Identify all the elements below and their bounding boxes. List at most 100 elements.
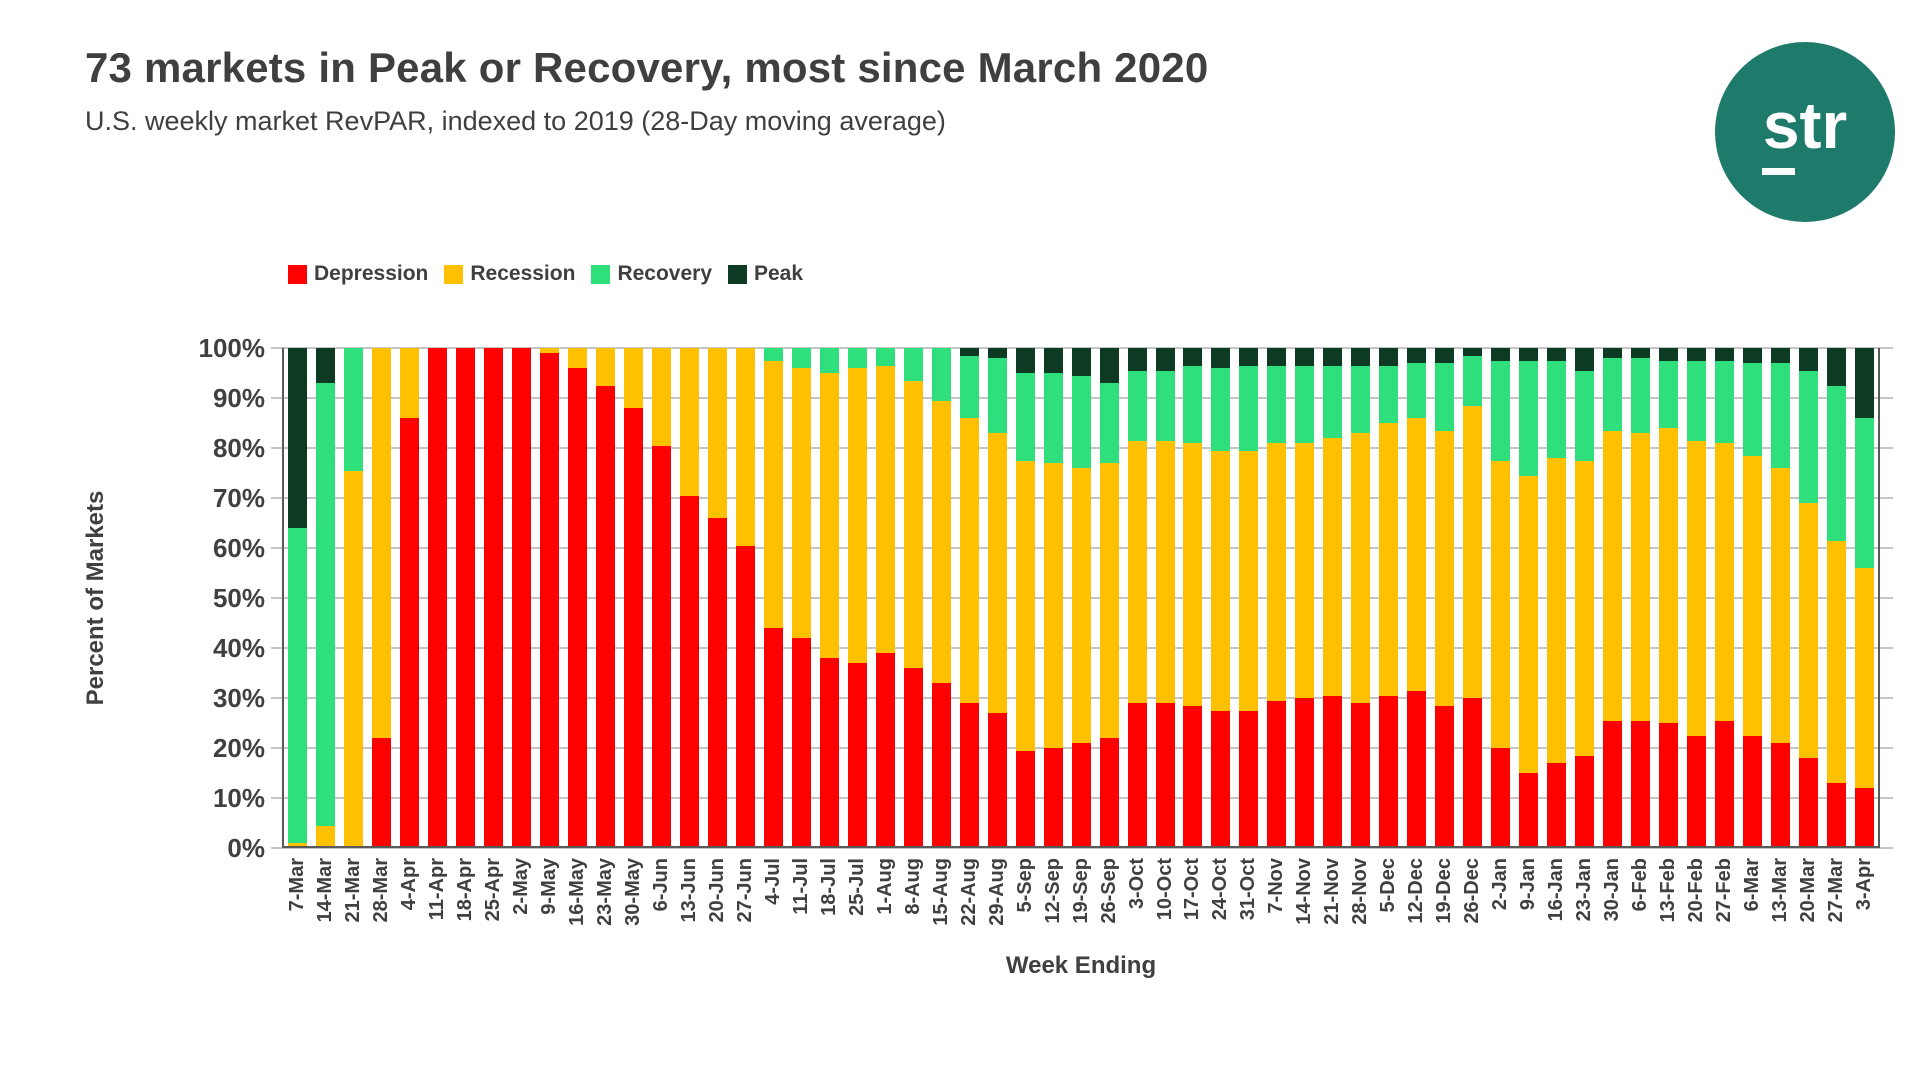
bar-segment-recovery <box>987 358 1007 433</box>
x-label-cell: 4-Jul <box>759 858 787 978</box>
x-tick-label: 9-May <box>538 858 561 915</box>
bar-segment-depression <box>540 353 560 848</box>
x-tick-label: 17-Oct <box>1181 858 1204 921</box>
bar-cell <box>564 348 592 848</box>
bar-segment-recovery <box>1686 360 1706 441</box>
stacked-bar-25-Apr <box>484 348 504 848</box>
bar-segment-recovery <box>959 355 979 418</box>
stacked-bar-20-Jun <box>708 348 728 848</box>
y-tick-label-10: 10% <box>212 783 265 813</box>
stacked-bar-7-Mar <box>288 348 308 848</box>
bar-segment-recovery <box>1519 360 1539 476</box>
bar-segment-recession <box>372 348 392 738</box>
x-tick-label: 25-Apr <box>482 858 505 922</box>
stacked-bar-17-Oct <box>1183 348 1203 848</box>
bar-segment-peak <box>1267 348 1287 366</box>
bar-segment-peak <box>1295 348 1315 366</box>
bar-segment-recession <box>1575 460 1595 756</box>
x-label-cell: 16-Jan <box>1543 858 1571 978</box>
bar-segment-depression <box>959 703 979 848</box>
bar-cell <box>1403 348 1431 848</box>
x-tick-label: 1-Aug <box>873 858 896 915</box>
bar-segment-recovery <box>819 348 839 373</box>
str-logo-text: str <box>1762 88 1848 162</box>
y-tick-label-100: 100% <box>198 333 266 363</box>
x-tick-label: 23-May <box>594 858 617 926</box>
bar-cell <box>312 348 340 848</box>
x-tick-label: 20-Mar <box>1796 858 1819 923</box>
stacked-bar-12-Sep <box>1043 348 1063 848</box>
bar-segment-recovery <box>1547 360 1567 458</box>
x-tick-label: 20-Feb <box>1684 858 1707 923</box>
bar-segment-depression <box>400 418 420 848</box>
x-tick-label: 3-Oct <box>1125 858 1148 910</box>
bar-cell <box>1375 348 1403 848</box>
bar-segment-depression <box>791 638 811 848</box>
x-label-cell: 30-May <box>620 858 648 978</box>
bar-cell <box>340 348 368 848</box>
bar-segment-depression <box>1770 743 1790 848</box>
bar-segment-recession <box>596 348 616 386</box>
stacked-bar-27-Jun <box>735 348 755 848</box>
x-tick-label: 5-Dec <box>1377 858 1400 913</box>
bar-segment-recession <box>1071 468 1091 743</box>
x-label-cell: 25-Apr <box>480 858 508 978</box>
bar-segment-peak <box>1183 348 1203 366</box>
x-label-cell: 14-Mar <box>312 858 340 978</box>
bar-segment-recovery <box>903 348 923 381</box>
stacked-bar-16-May <box>568 348 588 848</box>
stacked-bar-11-Apr <box>428 348 448 848</box>
stacked-bar-19-Sep <box>1071 348 1091 848</box>
bar-cell <box>1627 348 1655 848</box>
x-tick-label: 23-Jan <box>1573 858 1596 922</box>
x-tick-label: 25-Jul <box>845 858 868 916</box>
x-tick-label: 13-Mar <box>1768 858 1791 923</box>
bar-segment-recovery <box>1323 365 1343 438</box>
bar-segment-peak <box>1435 348 1455 363</box>
stacked-bar-30-Jan <box>1603 348 1623 848</box>
x-tick-label: 22-Aug <box>957 858 980 926</box>
stacked-bar-30-May <box>624 348 644 848</box>
x-label-cell: 11-Apr <box>424 858 452 978</box>
bar-segment-depression <box>484 348 504 848</box>
page-subtitle: U.S. weekly market RevPAR, indexed to 20… <box>85 106 946 136</box>
bar-cell <box>284 348 312 848</box>
legend-item-recession: Recession <box>444 262 575 286</box>
bar-segment-peak <box>1742 348 1762 363</box>
y-tick-label-40: 40% <box>212 633 265 663</box>
bar-segment-peak <box>959 348 979 356</box>
bar-segment-depression <box>931 683 951 848</box>
bar-segment-recovery <box>1015 373 1035 461</box>
bar-segment-recession <box>1183 443 1203 706</box>
y-tick-label-90: 90% <box>212 383 265 413</box>
bar-segment-recession <box>568 348 588 368</box>
bar-segment-recession <box>1519 475 1539 773</box>
x-label-cell: 7-Nov <box>1263 858 1291 978</box>
bar-segment-depression <box>1826 783 1846 848</box>
x-label-cell: 5-Dec <box>1375 858 1403 978</box>
x-tick-label: 30-Jan <box>1601 858 1624 922</box>
bar-segment-peak <box>1658 348 1678 361</box>
y-axis-labels: 0% 10% 20% 30% 40% 50% 60% 70% 80% 90% 100% <box>120 333 266 863</box>
bar-segment-recovery <box>847 348 867 368</box>
x-tick-label: 26-Sep <box>1097 858 1120 924</box>
x-label-cell: 19-Dec <box>1431 858 1459 978</box>
bar-cell <box>899 348 927 848</box>
stacked-bar-21-Mar <box>344 348 364 848</box>
x-label-cell: 2-May <box>508 858 536 978</box>
bar-segment-recession <box>1435 430 1455 706</box>
stacked-bar-18-Apr <box>456 348 476 848</box>
bar-segment-recession <box>1491 460 1511 748</box>
stacked-bar-2-May <box>512 348 532 848</box>
stacked-bar-1-Aug <box>875 348 895 848</box>
x-label-cell: 30-Jan <box>1599 858 1627 978</box>
bar-segment-depression <box>456 348 476 848</box>
bar-segment-recession <box>400 348 420 418</box>
x-tick-label: 13-Feb <box>1656 858 1679 923</box>
bar-segment-recovery <box>288 528 308 843</box>
x-tick-label: 27-Mar <box>1824 858 1847 923</box>
bar-segment-depression <box>1295 698 1315 848</box>
bar-segment-depression <box>1491 748 1511 848</box>
bar-segment-peak <box>1155 348 1175 371</box>
bar-cell <box>1571 348 1599 848</box>
